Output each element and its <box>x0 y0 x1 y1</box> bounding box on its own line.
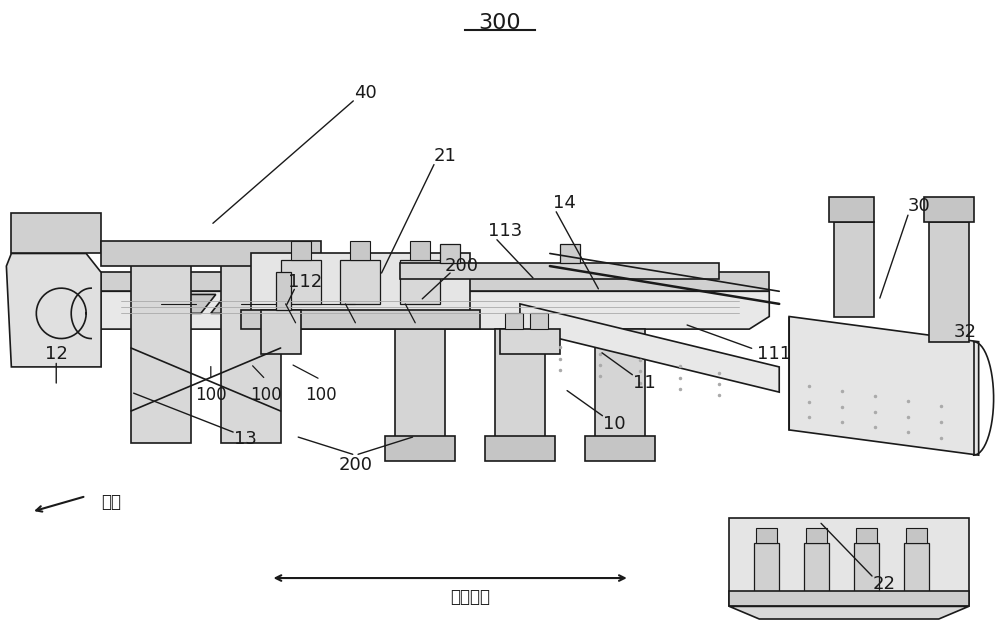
Polygon shape <box>291 294 375 313</box>
Bar <box>804 543 829 594</box>
Bar <box>924 197 974 222</box>
Text: 横向: 横向 <box>101 493 121 511</box>
Bar <box>854 543 879 594</box>
Text: 14: 14 <box>553 194 576 212</box>
Bar <box>410 241 430 260</box>
Bar <box>350 241 370 260</box>
Bar <box>221 253 281 442</box>
Polygon shape <box>91 272 769 291</box>
Bar <box>281 260 320 304</box>
Polygon shape <box>729 606 969 619</box>
Polygon shape <box>91 291 769 329</box>
Polygon shape <box>520 304 779 392</box>
Bar <box>829 197 874 222</box>
Bar <box>754 543 779 594</box>
Bar <box>340 260 380 304</box>
Bar <box>485 436 555 461</box>
Bar <box>904 543 929 594</box>
Bar <box>530 313 548 329</box>
Polygon shape <box>211 294 296 313</box>
Bar <box>385 436 455 461</box>
Bar <box>291 241 311 260</box>
Bar <box>400 263 719 279</box>
Bar <box>495 329 545 442</box>
Text: 111: 111 <box>757 346 791 363</box>
Bar <box>756 528 777 543</box>
Text: 10: 10 <box>603 415 626 432</box>
Polygon shape <box>6 253 101 367</box>
Bar <box>276 272 291 310</box>
Bar <box>400 260 440 304</box>
Text: 300: 300 <box>479 13 521 34</box>
Bar <box>834 222 874 316</box>
Bar <box>560 244 580 263</box>
Bar <box>505 313 523 329</box>
Bar <box>395 329 445 442</box>
Bar <box>856 528 877 543</box>
Bar <box>585 436 655 461</box>
Bar <box>729 591 969 606</box>
Text: 113: 113 <box>488 222 522 241</box>
Text: 200: 200 <box>445 257 479 275</box>
Text: 22: 22 <box>872 575 895 593</box>
Text: 11: 11 <box>633 373 656 392</box>
Bar <box>906 528 927 543</box>
Polygon shape <box>729 518 969 606</box>
Text: 100: 100 <box>305 386 336 404</box>
Bar <box>595 329 645 442</box>
Bar <box>131 253 191 442</box>
Bar <box>440 244 460 263</box>
Bar <box>500 329 560 354</box>
Text: 传输方向: 传输方向 <box>450 588 490 606</box>
Text: 12: 12 <box>45 346 68 363</box>
Bar <box>806 528 827 543</box>
Text: 40: 40 <box>354 84 377 102</box>
Polygon shape <box>131 294 216 313</box>
Bar <box>251 253 470 316</box>
Text: 112: 112 <box>288 273 323 291</box>
Bar <box>11 213 101 253</box>
Bar <box>241 310 480 329</box>
Text: 200: 200 <box>338 456 372 473</box>
Text: 21: 21 <box>434 147 457 165</box>
Polygon shape <box>789 316 979 455</box>
Text: 100: 100 <box>195 386 227 404</box>
Bar <box>929 222 969 342</box>
Text: 32: 32 <box>954 323 977 341</box>
Text: 30: 30 <box>907 197 930 215</box>
Text: 100: 100 <box>250 386 281 404</box>
Bar <box>101 241 320 266</box>
Text: 13: 13 <box>234 430 257 448</box>
Bar <box>261 310 301 354</box>
